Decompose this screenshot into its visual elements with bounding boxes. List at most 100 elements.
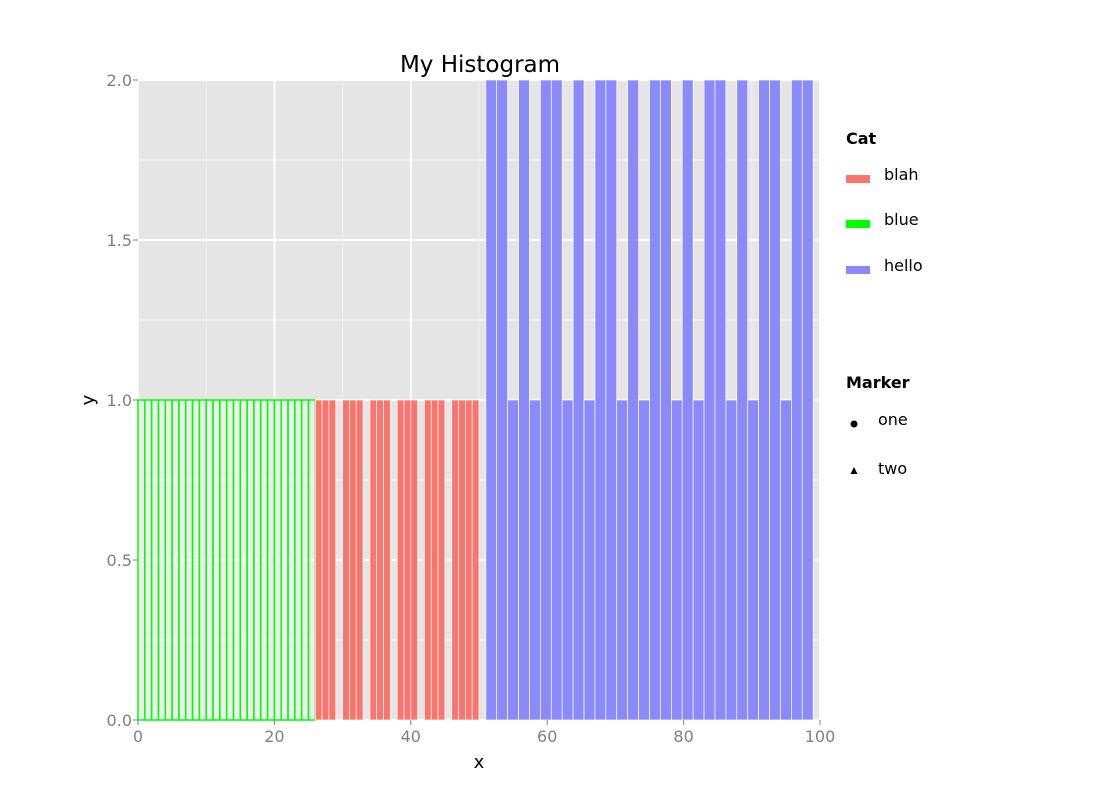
legend-label-two: two bbox=[878, 459, 907, 478]
bar-blue bbox=[191, 399, 201, 721]
bar-blah bbox=[328, 399, 337, 721]
bar-hello bbox=[649, 79, 661, 721]
bar-hello bbox=[681, 79, 694, 721]
bar-hello bbox=[791, 79, 803, 721]
bar-blah bbox=[349, 399, 357, 721]
bar-blue bbox=[157, 399, 167, 721]
y-tick-label: 0.0 bbox=[107, 711, 132, 730]
legend-label-blah: blah bbox=[884, 165, 919, 184]
bar-hello bbox=[725, 399, 738, 721]
bar-blah bbox=[342, 399, 350, 721]
bar-hello bbox=[583, 399, 596, 721]
x-tick-label: 60 bbox=[537, 727, 557, 746]
bar-hello bbox=[638, 399, 650, 721]
bar-blue bbox=[300, 399, 310, 721]
legend-label-hello: hello bbox=[884, 256, 923, 275]
bar-blue bbox=[266, 399, 276, 721]
legend-title-marker: Marker bbox=[846, 373, 910, 392]
bar-blue bbox=[273, 399, 282, 721]
bar-blah bbox=[396, 399, 405, 721]
bar-hello bbox=[660, 79, 672, 721]
bar-hello bbox=[561, 399, 574, 721]
legend: Cat blah blue hello Marker one two bbox=[846, 129, 923, 478]
bar-hello bbox=[736, 79, 749, 721]
bar-hello bbox=[485, 79, 498, 721]
legend-swatch-blah bbox=[846, 175, 870, 183]
bar-blue bbox=[239, 399, 248, 721]
bar-blah bbox=[403, 399, 412, 721]
bar-hello bbox=[703, 79, 716, 721]
bar-blah bbox=[458, 399, 466, 721]
bar-hello bbox=[780, 399, 792, 721]
bar-hello bbox=[747, 399, 759, 721]
bar-blah bbox=[430, 399, 439, 721]
bar-hello bbox=[627, 79, 639, 721]
bar-hello bbox=[692, 399, 705, 721]
bar-blah bbox=[424, 399, 432, 721]
y-tick-label: 0.5 bbox=[107, 551, 132, 570]
bar-hello bbox=[714, 79, 727, 721]
y-tick-label: 1.0 bbox=[107, 391, 132, 410]
bar-blue bbox=[253, 399, 262, 721]
bar-blue bbox=[198, 399, 207, 721]
bar-hello bbox=[572, 79, 585, 721]
bar-blue bbox=[144, 399, 153, 721]
bar-blue bbox=[294, 399, 303, 721]
x-tick-label: 40 bbox=[401, 727, 421, 746]
bar-hello bbox=[670, 399, 683, 721]
bar-blue bbox=[219, 399, 228, 721]
bar-hello bbox=[507, 399, 519, 721]
bar-blah bbox=[376, 399, 384, 721]
bar-blue bbox=[246, 399, 255, 721]
x-tick-label: 20 bbox=[264, 727, 284, 746]
legend-label-one: one bbox=[878, 410, 908, 429]
x-tick-label: 100 bbox=[805, 727, 836, 746]
bar-blue bbox=[212, 399, 221, 721]
legend-marker-circle-icon bbox=[850, 420, 858, 428]
bar-blah bbox=[471, 399, 480, 721]
bar-blue bbox=[171, 399, 180, 721]
bar-blah bbox=[383, 399, 391, 721]
bar-blue bbox=[287, 399, 296, 721]
chart-title: My Histogram bbox=[400, 52, 560, 78]
bar-hello bbox=[801, 79, 814, 721]
bar-blue bbox=[164, 399, 173, 721]
bar-blue bbox=[225, 399, 235, 721]
bar-hello bbox=[594, 79, 607, 721]
legend-label-blue: blue bbox=[884, 210, 919, 229]
bar-hello bbox=[550, 79, 563, 721]
axes-layer: 0 20 40 60 80 100 0.0 0.5 1.0 1.5 2.0 bbox=[107, 71, 836, 746]
y-axis-label: y bbox=[78, 394, 99, 405]
bar-blah bbox=[465, 399, 473, 721]
legend-swatch-hello bbox=[846, 266, 870, 274]
bar-blue bbox=[178, 399, 187, 721]
legend-title-cat: Cat bbox=[846, 129, 877, 148]
bar-blah bbox=[355, 399, 364, 721]
bar-hello bbox=[496, 79, 508, 721]
bar-blah bbox=[314, 399, 323, 721]
bar-blue bbox=[307, 399, 317, 721]
bar-blah bbox=[437, 399, 446, 721]
bar-hello bbox=[518, 79, 530, 721]
bar-blue bbox=[137, 399, 146, 721]
bar-blue bbox=[280, 399, 289, 721]
bars-layer bbox=[137, 79, 814, 721]
legend-marker-triangle-icon bbox=[850, 467, 858, 474]
bar-blue bbox=[150, 399, 160, 721]
bar-hello bbox=[616, 399, 629, 721]
bar-hello bbox=[529, 399, 541, 721]
bar-hello bbox=[758, 79, 770, 721]
y-tick-label: 2.0 bbox=[107, 71, 132, 90]
bar-hello bbox=[605, 79, 618, 721]
y-tick-label: 1.5 bbox=[107, 231, 132, 250]
x-tick-label: 0 bbox=[133, 727, 143, 746]
x-axis-label: x bbox=[474, 752, 485, 773]
bar-blue bbox=[232, 399, 242, 721]
bar-hello bbox=[769, 79, 781, 721]
bar-blah bbox=[321, 399, 330, 721]
bar-hello bbox=[540, 79, 552, 721]
bar-blah bbox=[451, 399, 459, 721]
bar-blue bbox=[260, 399, 269, 721]
bar-blah bbox=[410, 399, 418, 721]
